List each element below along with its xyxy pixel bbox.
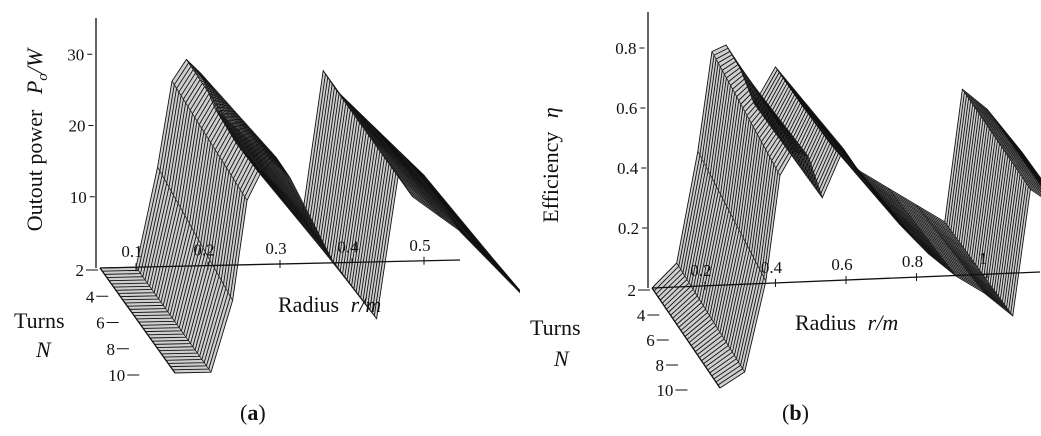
surface-cross-line-a bbox=[366, 119, 442, 218]
surface-cross-line-b bbox=[753, 103, 823, 199]
surface-cross-line-b bbox=[944, 221, 1014, 317]
surface-cross-line-a bbox=[337, 91, 413, 197]
z-axis-unit-a: W bbox=[22, 47, 47, 67]
surface-cross-line-a bbox=[135, 266, 212, 373]
panel-caption-letter-a: a bbox=[247, 400, 258, 425]
z-axis-label-text-b: Efficiency bbox=[538, 132, 563, 223]
x-axis-label-a: Radius r/m bbox=[278, 292, 381, 317]
z-tick-label-a: 10 bbox=[70, 188, 87, 207]
surface-cross-line-b bbox=[739, 68, 809, 157]
z-tick-label-a: 30 bbox=[67, 45, 84, 64]
svg-text:Efficiency η: Efficiency η bbox=[538, 107, 563, 223]
panel-caption-letter-b: b bbox=[789, 400, 801, 425]
z-axis-symbol-a: P bbox=[22, 81, 47, 95]
z-tick-label-b: 0.4 bbox=[617, 159, 639, 178]
x-tick-label-b: 0.4 bbox=[761, 258, 783, 277]
z-axis-symbol-b: η bbox=[538, 107, 563, 118]
y-tick-label-b: 8 bbox=[656, 356, 665, 375]
surface-cross-line-a bbox=[186, 59, 262, 172]
svg-text:Outout power Po/W: Outout power Po/W bbox=[22, 47, 51, 231]
x-axis-symbol-a: r bbox=[351, 292, 360, 317]
y-axis-symbol-a: N bbox=[35, 337, 52, 362]
surface-cross-line-b bbox=[831, 145, 901, 225]
surface-cross-line-b bbox=[986, 108, 1041, 187]
z-axis-label-b: Efficiency η bbox=[538, 107, 563, 223]
z-axis-subscript-a: o bbox=[35, 73, 51, 81]
x-tick-label-a: 0.3 bbox=[265, 239, 286, 258]
surface-cross-line-b bbox=[676, 262, 746, 373]
y-axis-label-a: Turns bbox=[14, 308, 65, 333]
surface-cross-line-b bbox=[859, 171, 929, 254]
y-axis-symbol-b: N bbox=[553, 346, 570, 371]
chart-panel-a: 0.1 0.2 0.3 0.4 0.5 10 20 30 2 4 6 8 10 Outout power… bbox=[0, 0, 520, 436]
surface-cross-line-a bbox=[322, 70, 399, 176]
surface-cross-line-a bbox=[214, 108, 291, 179]
y-tick-label-a: 2 bbox=[76, 261, 85, 280]
surface-cross-line-a bbox=[459, 231, 520, 294]
y-axis-line-a bbox=[99, 267, 176, 374]
y-tick-label-a: 8 bbox=[106, 340, 115, 359]
surface-mesh-a bbox=[99, 58, 520, 374]
z-axis-label-a: Outout power Po/W bbox=[22, 47, 51, 231]
y-axis-line-b bbox=[651, 287, 721, 389]
surface-cross-line-b bbox=[888, 188, 957, 277]
y-tick-label-b: 4 bbox=[637, 306, 646, 325]
surface-cross-line-a bbox=[258, 171, 334, 263]
surface-cross-line-a bbox=[423, 175, 500, 267]
x-tick-label-b: 0.6 bbox=[831, 255, 852, 274]
y-tick-label-a: 10 bbox=[108, 366, 125, 385]
x-tick-label-b: 0.2 bbox=[690, 261, 711, 280]
x-axis-unit-b: m bbox=[882, 310, 898, 335]
x-tick-label-b: 0.8 bbox=[902, 252, 923, 271]
x-axis-symbol-b: r bbox=[868, 310, 877, 335]
z-tick-label-b: 0.2 bbox=[618, 219, 639, 238]
x-tick-label-b: 1 bbox=[979, 249, 988, 268]
x-tick-label-a: 0.5 bbox=[409, 236, 430, 255]
surface-cross-line-b bbox=[962, 88, 1031, 190]
x-tick-label-a: 0.1 bbox=[121, 242, 142, 261]
surface-cross-line-b bbox=[775, 66, 844, 150]
y-tick-label-a: 6 bbox=[96, 314, 105, 333]
surface-cross-line-b bbox=[697, 150, 767, 282]
x-axis-label-b: Radius r/m bbox=[795, 310, 898, 335]
y-tick-label-b: 6 bbox=[646, 331, 655, 350]
surface-cross-line-a bbox=[394, 147, 471, 239]
surface-mesh-b bbox=[651, 44, 1041, 389]
surface-cross-line-b bbox=[725, 44, 795, 152]
panel-caption-b: (b) bbox=[782, 400, 809, 425]
surface-cross-line-a bbox=[200, 73, 277, 158]
surface-cross-line-a bbox=[171, 80, 248, 201]
chart-panel-b: 0.2 0.4 0.6 0.8 1 0.2 0.4 0.6 0.8 2 4 6 8 10 Efficien… bbox=[520, 0, 1041, 436]
surface-cross-line-b bbox=[711, 51, 781, 176]
surface-cross-line-b bbox=[803, 107, 872, 191]
x-axis-label-text-a: Radius bbox=[278, 292, 339, 317]
z-axis-label-text-a: Outout power bbox=[22, 109, 47, 231]
surface-cross-line-b bbox=[916, 204, 985, 294]
x-axis-label-text-b: Radius bbox=[795, 310, 856, 335]
y-tick-label-b: 10 bbox=[656, 381, 673, 400]
x-axis-unit-a: m bbox=[365, 292, 381, 317]
y-tick-label-a: 4 bbox=[86, 287, 95, 306]
y-tick-label-b: 2 bbox=[628, 281, 637, 300]
z-tick-label-b: 0.6 bbox=[616, 99, 637, 118]
surface-cross-line-a bbox=[301, 220, 377, 319]
z-tick-label-b: 0.8 bbox=[615, 39, 636, 58]
panel-caption-a: (a) bbox=[240, 400, 266, 425]
surface-cross-line-a bbox=[157, 166, 233, 301]
x-tick-label-a: 0.2 bbox=[193, 241, 214, 260]
surface-cross-line-a bbox=[236, 143, 313, 221]
surface-cross-line-b bbox=[1022, 152, 1041, 180]
z-tick-label-a: 20 bbox=[69, 117, 86, 136]
x-tick-label-a: 0.4 bbox=[337, 237, 359, 256]
y-axis-label-b: Turns bbox=[530, 315, 581, 340]
